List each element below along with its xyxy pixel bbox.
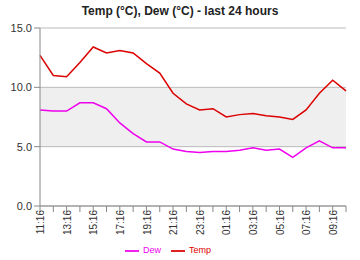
- svg-text:05:16: 05:16: [275, 210, 286, 235]
- svg-text:19:16: 19:16: [142, 210, 153, 235]
- svg-text:09:16: 09:16: [328, 210, 339, 235]
- html-text:Temp (°C), Dew (°C) - last 24: Temp (°C), Dew (°C) - last 24 hours: [81, 4, 279, 18]
- svg-text:07:16: 07:16: [301, 210, 312, 235]
- html-text:Dew: Dew: [143, 245, 161, 256]
- svg-text:13:16: 13:16: [62, 210, 73, 235]
- svg-text:21:16: 21:16: [168, 210, 179, 235]
- svg-text:10.0: 10.0: [11, 81, 32, 93]
- svg-text:15:16: 15:16: [88, 210, 99, 235]
- svg-text:0.0: 0.0: [17, 200, 32, 212]
- svg-text:23:16: 23:16: [195, 210, 206, 235]
- html-text:Temp: Temp: [189, 245, 211, 256]
- svg-text:15.0: 15.0: [11, 22, 32, 34]
- svg-text:5.0: 5.0: [17, 141, 32, 153]
- svg-text:11:16: 11:16: [35, 210, 46, 235]
- svg-text:01:16: 01:16: [221, 210, 232, 235]
- svg-text:03:16: 03:16: [248, 210, 259, 235]
- svg-text:17:16: 17:16: [115, 210, 126, 235]
